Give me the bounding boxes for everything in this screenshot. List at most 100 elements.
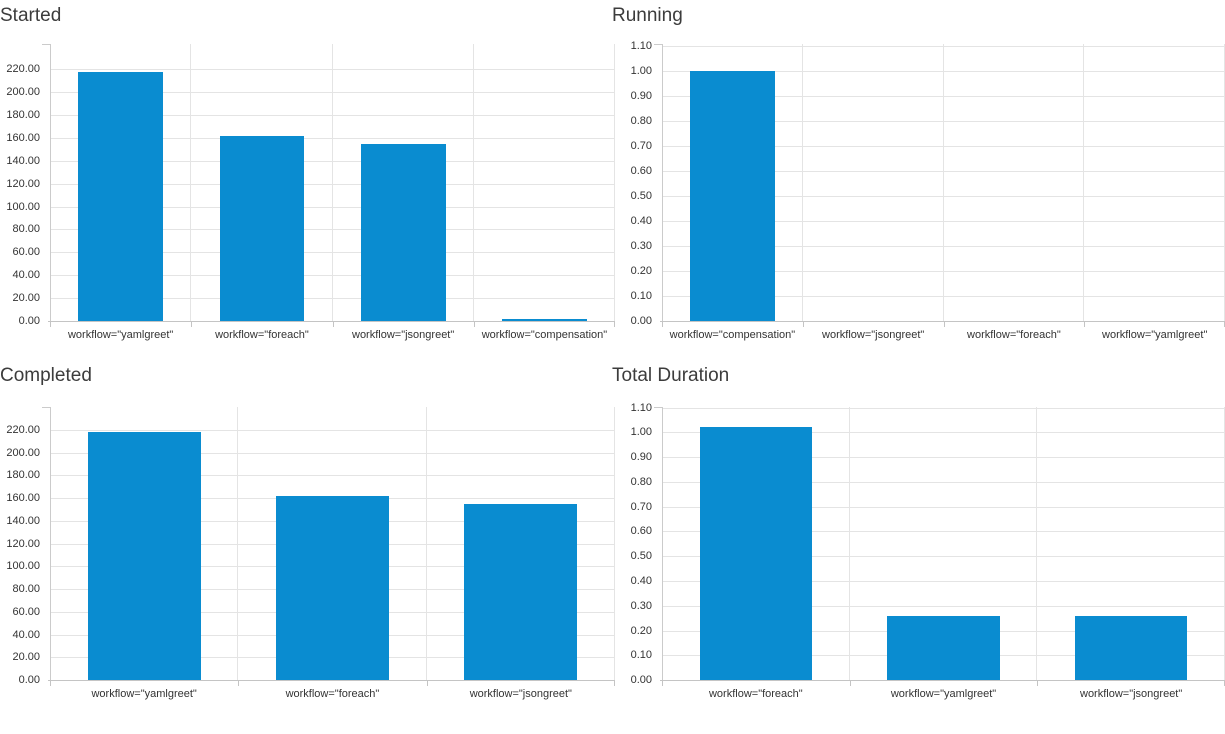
y-axis-tick-label: 1.00 bbox=[630, 65, 652, 77]
x-axis-category-label: workflow="jsongreet" bbox=[822, 329, 925, 341]
y-gridline bbox=[662, 171, 1225, 172]
x-axis-line bbox=[660, 680, 1225, 681]
x-axis-tick bbox=[50, 322, 51, 327]
y-gridline bbox=[662, 71, 1225, 72]
y-gridline bbox=[50, 229, 615, 231]
y-gridline bbox=[50, 452, 615, 454]
bar-completed-0[interactable] bbox=[87, 432, 201, 680]
y-axis-tick-label: 0.00 bbox=[630, 315, 652, 327]
chart-completed: Completed 0.00 20.00 40.00 60.00 80.00 100.00… bbox=[0, 360, 616, 734]
bar-started-0[interactable] bbox=[78, 71, 164, 321]
plot-area-running[interactable] bbox=[654, 44, 1225, 327]
y-axis-tick-label: 160.00 bbox=[6, 131, 40, 144]
y-axis-tick-label: 0.50 bbox=[630, 550, 652, 563]
y-axis-tick-label: 1.10 bbox=[630, 40, 652, 52]
y-gridline bbox=[662, 46, 1225, 47]
x-axis-line bbox=[48, 680, 615, 681]
y-gridline bbox=[50, 115, 615, 116]
category-gridline bbox=[425, 407, 427, 680]
bar-started-3[interactable] bbox=[502, 318, 587, 321]
x-axis-tick bbox=[191, 322, 193, 327]
chart-title-running: Running bbox=[612, 5, 683, 26]
y-axis-tick-label: 0.10 bbox=[630, 290, 652, 302]
x-axis-tick bbox=[802, 322, 804, 327]
y-axis-tick-label: 0.10 bbox=[630, 649, 652, 662]
y-axis-tick-label: 140.00 bbox=[6, 154, 40, 167]
y-axis-tick-label: 0.60 bbox=[630, 165, 652, 177]
y-gridline bbox=[662, 296, 1225, 297]
category-gridline bbox=[190, 44, 192, 321]
y-axis-tick-label: 0.20 bbox=[630, 624, 652, 637]
bar-started-2[interactable] bbox=[360, 143, 446, 321]
x-axis-category-label: workflow="yamlgreet" bbox=[1102, 329, 1208, 341]
category-gridline bbox=[942, 44, 944, 321]
category-gridline bbox=[1083, 44, 1085, 321]
y-axis-tick-label: 0.80 bbox=[630, 115, 652, 127]
bar-running-0[interactable] bbox=[690, 71, 775, 321]
y-axis-tick-label: 100.00 bbox=[6, 560, 40, 573]
bar-total_duration-0[interactable] bbox=[699, 427, 813, 680]
y-gridline bbox=[662, 432, 1225, 434]
y-axis-tick-label: 1.10 bbox=[630, 401, 652, 414]
y-axis-tick-label: 60.00 bbox=[12, 605, 40, 618]
x-axis-tick bbox=[332, 322, 334, 327]
y-axis-tick-label: 0.40 bbox=[630, 215, 652, 227]
y-axis-tick-label: 0.70 bbox=[630, 140, 652, 152]
chart-total-duration: Total Duration 0.00 0.10 0.20 0.30 0.40 0.50 0… bbox=[612, 360, 1225, 734]
y-axis-tick-label: 0.00 bbox=[630, 674, 652, 686]
y-axis-tick-label: 220.00 bbox=[6, 423, 40, 436]
x-axis-tick bbox=[1037, 681, 1039, 686]
y-gridline bbox=[50, 275, 615, 277]
y-axis-tick-label: 0.60 bbox=[630, 525, 652, 538]
y-axis-tick-label: 0.50 bbox=[630, 190, 652, 202]
y-gridline bbox=[50, 298, 615, 300]
plot-area-total-duration[interactable] bbox=[654, 407, 1225, 686]
x-axis-line bbox=[48, 321, 615, 322]
x-axis-tick bbox=[662, 681, 663, 686]
y-gridline bbox=[662, 246, 1225, 247]
bar-completed-2[interactable] bbox=[464, 503, 578, 680]
y-gridline bbox=[50, 160, 615, 162]
y-axis-tick-label: 0.90 bbox=[630, 451, 652, 463]
plot-area-completed[interactable] bbox=[42, 407, 615, 686]
category-gridline bbox=[848, 407, 850, 680]
bar-started-1[interactable] bbox=[219, 135, 305, 321]
y-gridline bbox=[662, 506, 1225, 508]
y-gridline bbox=[50, 206, 615, 208]
x-axis-tick bbox=[426, 681, 428, 686]
y-axis-tick-label: 220.00 bbox=[6, 63, 40, 76]
y-axis-tick-label: 0.40 bbox=[630, 574, 652, 587]
x-axis-category-label: workflow="compensation" bbox=[481, 329, 608, 341]
chart-title-started: Started bbox=[0, 5, 62, 26]
y-axis-tick-label: 0.30 bbox=[630, 599, 652, 612]
y-axis-line bbox=[50, 407, 51, 680]
y-axis-tick-label: 1.00 bbox=[630, 426, 652, 439]
bar-total_duration-1[interactable] bbox=[887, 615, 1000, 680]
x-axis-line bbox=[660, 321, 1225, 322]
y-axis-tick-label: 0.90 bbox=[630, 90, 652, 102]
bar-total_duration-2[interactable] bbox=[1074, 615, 1188, 680]
category-gridline bbox=[1036, 407, 1038, 680]
x-axis-category-label: workflow="yamlgreet" bbox=[890, 688, 997, 700]
y-axis-tick-label: 160.00 bbox=[6, 492, 40, 504]
y-axis-tick-label: 200.00 bbox=[6, 86, 40, 99]
y-gridline bbox=[50, 183, 615, 185]
plot-area-started[interactable] bbox=[42, 44, 615, 327]
y-gridline bbox=[662, 605, 1225, 607]
x-axis-category-label: workflow="yamlgreet" bbox=[91, 688, 197, 700]
x-axis-tick bbox=[473, 322, 475, 327]
x-axis-category-label: workflow="jsongreet" bbox=[469, 688, 572, 700]
x-axis-tick bbox=[849, 681, 851, 686]
y-gridline bbox=[50, 137, 615, 139]
y-gridline bbox=[662, 580, 1225, 582]
x-axis-category-label: workflow="foreach" bbox=[215, 329, 309, 341]
x-axis-tick bbox=[238, 681, 240, 686]
y-axis-tick-label: 20.00 bbox=[12, 651, 40, 664]
x-axis-tick bbox=[1084, 322, 1086, 327]
y-axis-tick-label: 0.30 bbox=[630, 240, 652, 252]
category-gridline bbox=[472, 44, 474, 321]
y-axis-tick-label: 60.00 bbox=[12, 246, 40, 259]
bar-completed-1[interactable] bbox=[276, 495, 389, 680]
y-axis-tick-label: 80.00 bbox=[12, 583, 40, 595]
